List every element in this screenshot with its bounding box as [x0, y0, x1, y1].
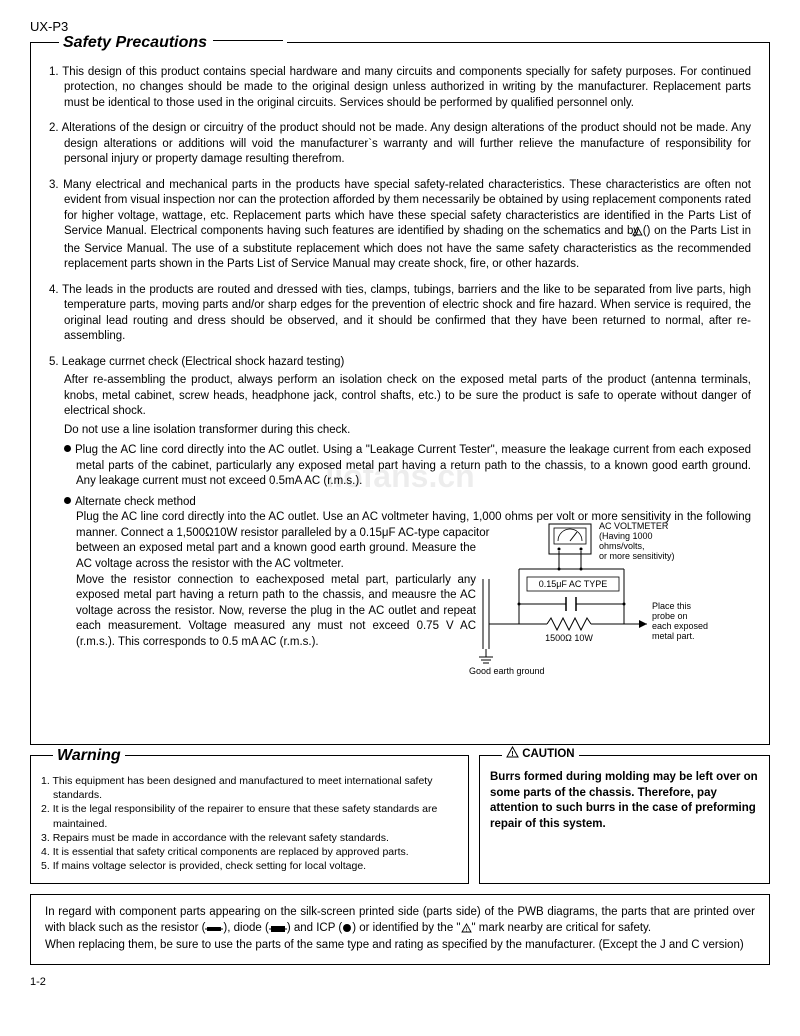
- page-number: 1-2: [30, 975, 770, 990]
- safety-title: Safety Precautions: [59, 32, 287, 54]
- icp-symbol-icon: [342, 923, 352, 939]
- bullet-2-head: Alternate check method: [75, 496, 196, 508]
- svg-text:probe on: probe on: [652, 611, 688, 621]
- svg-text:1500Ω 10W: 1500Ω 10W: [545, 633, 593, 643]
- svg-text:each exposed: each exposed: [652, 621, 708, 631]
- safety-item-3: 3. Many electrical and mechanical parts …: [49, 178, 751, 273]
- info-box: In regard with component parts appearing…: [30, 894, 770, 965]
- warning-title: Warning: [53, 745, 125, 767]
- safety-precautions-box: Safety Precautions 1. This design of thi…: [30, 42, 770, 746]
- safety-item-1: 1. This design of this product contains …: [49, 65, 751, 112]
- safety-list: 1. This design of this product contains …: [49, 65, 751, 651]
- safety-item-1-text: This design of this product contains spe…: [62, 66, 751, 109]
- warning-list: 1. This equipment has been designed and …: [41, 774, 458, 873]
- svg-text:or more sensitivity): or more sensitivity): [599, 551, 675, 561]
- safety-item-2-text: Alterations of the design or circuitry o…: [62, 122, 751, 165]
- warning-box: Warning 1. This equipment has been desig…: [30, 755, 469, 884]
- svg-text:!: !: [511, 749, 514, 758]
- resistor-symbol-icon: [205, 923, 223, 939]
- caution-title: ! CAUTION: [502, 745, 579, 763]
- caution-box: ! CAUTION Burrs formed during molding ma…: [479, 755, 770, 884]
- safety-item-4-text: The leads in the products are routed and…: [62, 284, 751, 343]
- svg-text:Place this: Place this: [652, 601, 692, 611]
- svg-text:ohms/volts,: ohms/volts,: [599, 541, 645, 551]
- safety-item-5: 5. Leakage currnet check (Electrical sho…: [49, 355, 751, 650]
- warning-item-4: 4. It is essential that safety critical …: [41, 845, 458, 859]
- safety-item-4: 4. The leads in the products are routed …: [49, 283, 751, 345]
- bullet-1: Plug the AC line cord directly into the …: [64, 443, 751, 490]
- svg-text:(Having 1000: (Having 1000: [599, 531, 653, 541]
- circuit-diagram: AC VOLTMETER (Having 1000 ohms/volts, or…: [481, 519, 751, 685]
- svg-text:0.15μF AC TYPE: 0.15μF AC TYPE: [539, 579, 608, 589]
- warning-item-1: 1. This equipment has been designed and …: [41, 774, 458, 802]
- bullet-2: Alternate check method Plug the AC line …: [64, 495, 751, 650]
- svg-text:!: !: [636, 230, 638, 237]
- safety-item-5-noiso: Do not use a line isolation transformer …: [64, 423, 751, 439]
- safety-item-5-body: After re-assembling the product, always …: [64, 373, 751, 420]
- warning-item-5: 5. If mains voltage selector is provided…: [41, 859, 458, 873]
- safety-item-2: 2. Alterations of the design or circuitr…: [49, 121, 751, 168]
- diode-symbol-icon: [269, 923, 287, 939]
- safety-mark-icon: !: [461, 923, 472, 939]
- info-p1: In regard with component parts appearing…: [45, 905, 755, 938]
- voltmeter-label: AC VOLTMETER: [599, 521, 669, 531]
- caution-triangle-icon: !: [506, 746, 519, 764]
- svg-text:!: !: [465, 926, 467, 933]
- bullet-icon: [64, 497, 71, 504]
- svg-text:metal part.: metal part.: [652, 631, 695, 641]
- info-p2: When replacing them, be sure to use the …: [45, 938, 755, 954]
- warning-item-2: 2. It is the legal responsibility of the…: [41, 802, 458, 830]
- safety-item-5-head: Leakage currnet check (Electrical shock …: [62, 356, 345, 368]
- caution-text: Burrs formed during molding may be left …: [490, 770, 759, 832]
- warning-item-3: 3. Repairs must be made in accordance wi…: [41, 831, 458, 845]
- svg-text:Good earth ground: Good earth ground: [469, 666, 545, 676]
- bullet-1-text: Plug the AC line cord directly into the …: [75, 444, 751, 487]
- bullet-icon: [64, 445, 71, 452]
